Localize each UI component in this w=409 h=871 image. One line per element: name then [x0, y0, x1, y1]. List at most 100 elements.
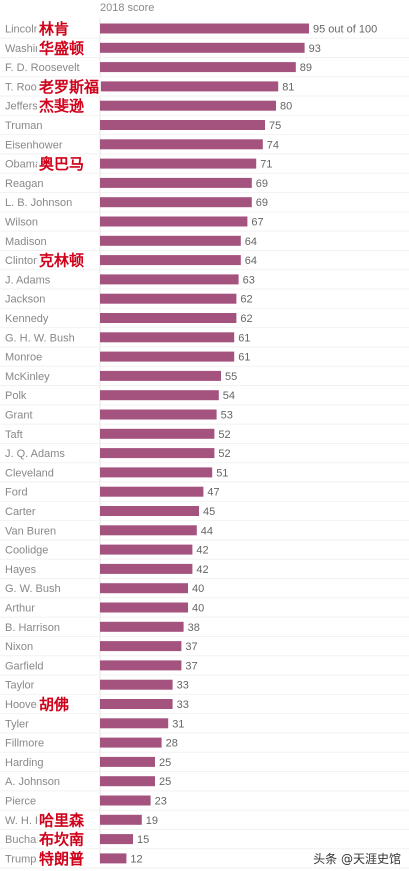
- value-label: 33: [177, 699, 189, 711]
- bar: [100, 23, 309, 34]
- category-label: Obama: [5, 159, 42, 171]
- value-label: 71: [260, 159, 272, 171]
- category-label: L. B. Johnson: [5, 197, 72, 209]
- category-label: Grant: [5, 410, 33, 422]
- category-label: Trump: [5, 853, 36, 865]
- bar: [100, 255, 241, 266]
- bar: [100, 853, 127, 864]
- value-label: 15: [137, 834, 149, 846]
- bar: [100, 795, 151, 806]
- bar: [100, 177, 252, 188]
- value-label: 93: [309, 43, 321, 55]
- watermark: 头条 @天涯史馆: [313, 850, 401, 867]
- value-label: 25: [159, 776, 171, 788]
- bar: [100, 756, 155, 767]
- category-label: Arthur: [5, 603, 35, 615]
- bar: [100, 100, 276, 111]
- value-label: 40: [192, 583, 204, 595]
- category-label: Eisenhower: [5, 139, 63, 151]
- value-label: 54: [223, 390, 235, 402]
- category-label: J. Q. Adams: [5, 448, 65, 460]
- chinese-name-annotation: 哈里森: [39, 811, 85, 829]
- value-label: 67: [251, 217, 263, 229]
- category-label: Fillmore: [5, 738, 44, 750]
- category-label: Tyler: [5, 718, 29, 730]
- annotation-background: [37, 77, 101, 96]
- category-label: Clinton: [5, 255, 39, 267]
- value-label: 19: [146, 815, 158, 827]
- annotation-background: [37, 830, 86, 849]
- category-label: B. Harrison: [5, 622, 60, 634]
- bar: [100, 525, 197, 536]
- chinese-name-annotation: 老罗斯福: [38, 78, 99, 96]
- bar: [100, 621, 184, 632]
- value-label: 53: [221, 410, 233, 422]
- category-label: G. H. W. Bush: [5, 332, 75, 344]
- chinese-name-annotation: 胡佛: [39, 696, 69, 714]
- category-label: F. D. Roosevelt: [5, 62, 80, 74]
- value-label: 69: [256, 197, 268, 209]
- value-label: 42: [196, 545, 208, 557]
- category-label: Truman: [5, 120, 43, 132]
- bar: [100, 563, 193, 574]
- value-label: 28: [166, 738, 178, 750]
- bar: [100, 158, 257, 169]
- category-label: Monroe: [5, 352, 42, 364]
- category-label: Nixon: [5, 641, 33, 653]
- value-label: 63: [243, 274, 255, 286]
- value-label: 69: [256, 178, 268, 190]
- chinese-name-annotation: 特朗普: [39, 850, 84, 868]
- value-label: 42: [196, 564, 208, 576]
- bar: [100, 409, 217, 420]
- value-label: 23: [155, 796, 167, 808]
- bar: [100, 390, 219, 401]
- bar: [100, 139, 263, 150]
- value-label: 62: [240, 294, 252, 306]
- bar: [100, 718, 169, 729]
- bar: [100, 467, 213, 478]
- category-label: Polk: [5, 390, 27, 402]
- chinese-name-annotation: 杰斐逊: [39, 97, 84, 115]
- category-label: Madison: [5, 236, 47, 248]
- annotation-background: [37, 695, 71, 713]
- value-label: 45: [203, 506, 215, 518]
- chinese-name-annotation: 林肯: [39, 20, 69, 38]
- value-label: 62: [240, 313, 252, 325]
- watermark-text: 头条 @天涯史馆: [313, 852, 401, 866]
- annotation-background: [37, 96, 86, 115]
- bar: [100, 486, 204, 497]
- value-label: 89: [300, 62, 312, 74]
- category-label: Kennedy: [5, 313, 49, 325]
- bar: [100, 81, 279, 92]
- category-label: Coolidge: [5, 545, 48, 557]
- bar: [100, 776, 155, 787]
- bar: [100, 370, 221, 381]
- bar: [100, 679, 173, 690]
- bar: [100, 583, 188, 594]
- category-label: Ford: [5, 487, 28, 499]
- category-label: Taylor: [5, 680, 35, 692]
- category-label: McKinley: [5, 371, 50, 383]
- bar: [100, 737, 162, 748]
- category-label: Van Buren: [5, 525, 56, 537]
- annotation-background: [37, 251, 86, 270]
- category-label: Pierce: [5, 796, 36, 808]
- value-label: 64: [245, 255, 257, 267]
- chart-title: 2018 score: [100, 2, 155, 14]
- bar: [100, 814, 142, 825]
- category-label: Hoover: [5, 699, 41, 711]
- value-label: 31: [172, 718, 184, 730]
- bar: [100, 120, 265, 130]
- value-label: 47: [207, 487, 219, 499]
- value-label: 61: [238, 352, 250, 364]
- value-label: 37: [185, 660, 197, 672]
- value-label: 40: [192, 603, 204, 615]
- bar: [100, 699, 173, 709]
- bar: [100, 448, 215, 459]
- value-label: 95 out of 100: [313, 24, 377, 36]
- category-label: Harding: [5, 757, 44, 769]
- value-label: 75: [269, 120, 281, 132]
- value-label: 37: [185, 641, 197, 653]
- bar: [100, 197, 252, 208]
